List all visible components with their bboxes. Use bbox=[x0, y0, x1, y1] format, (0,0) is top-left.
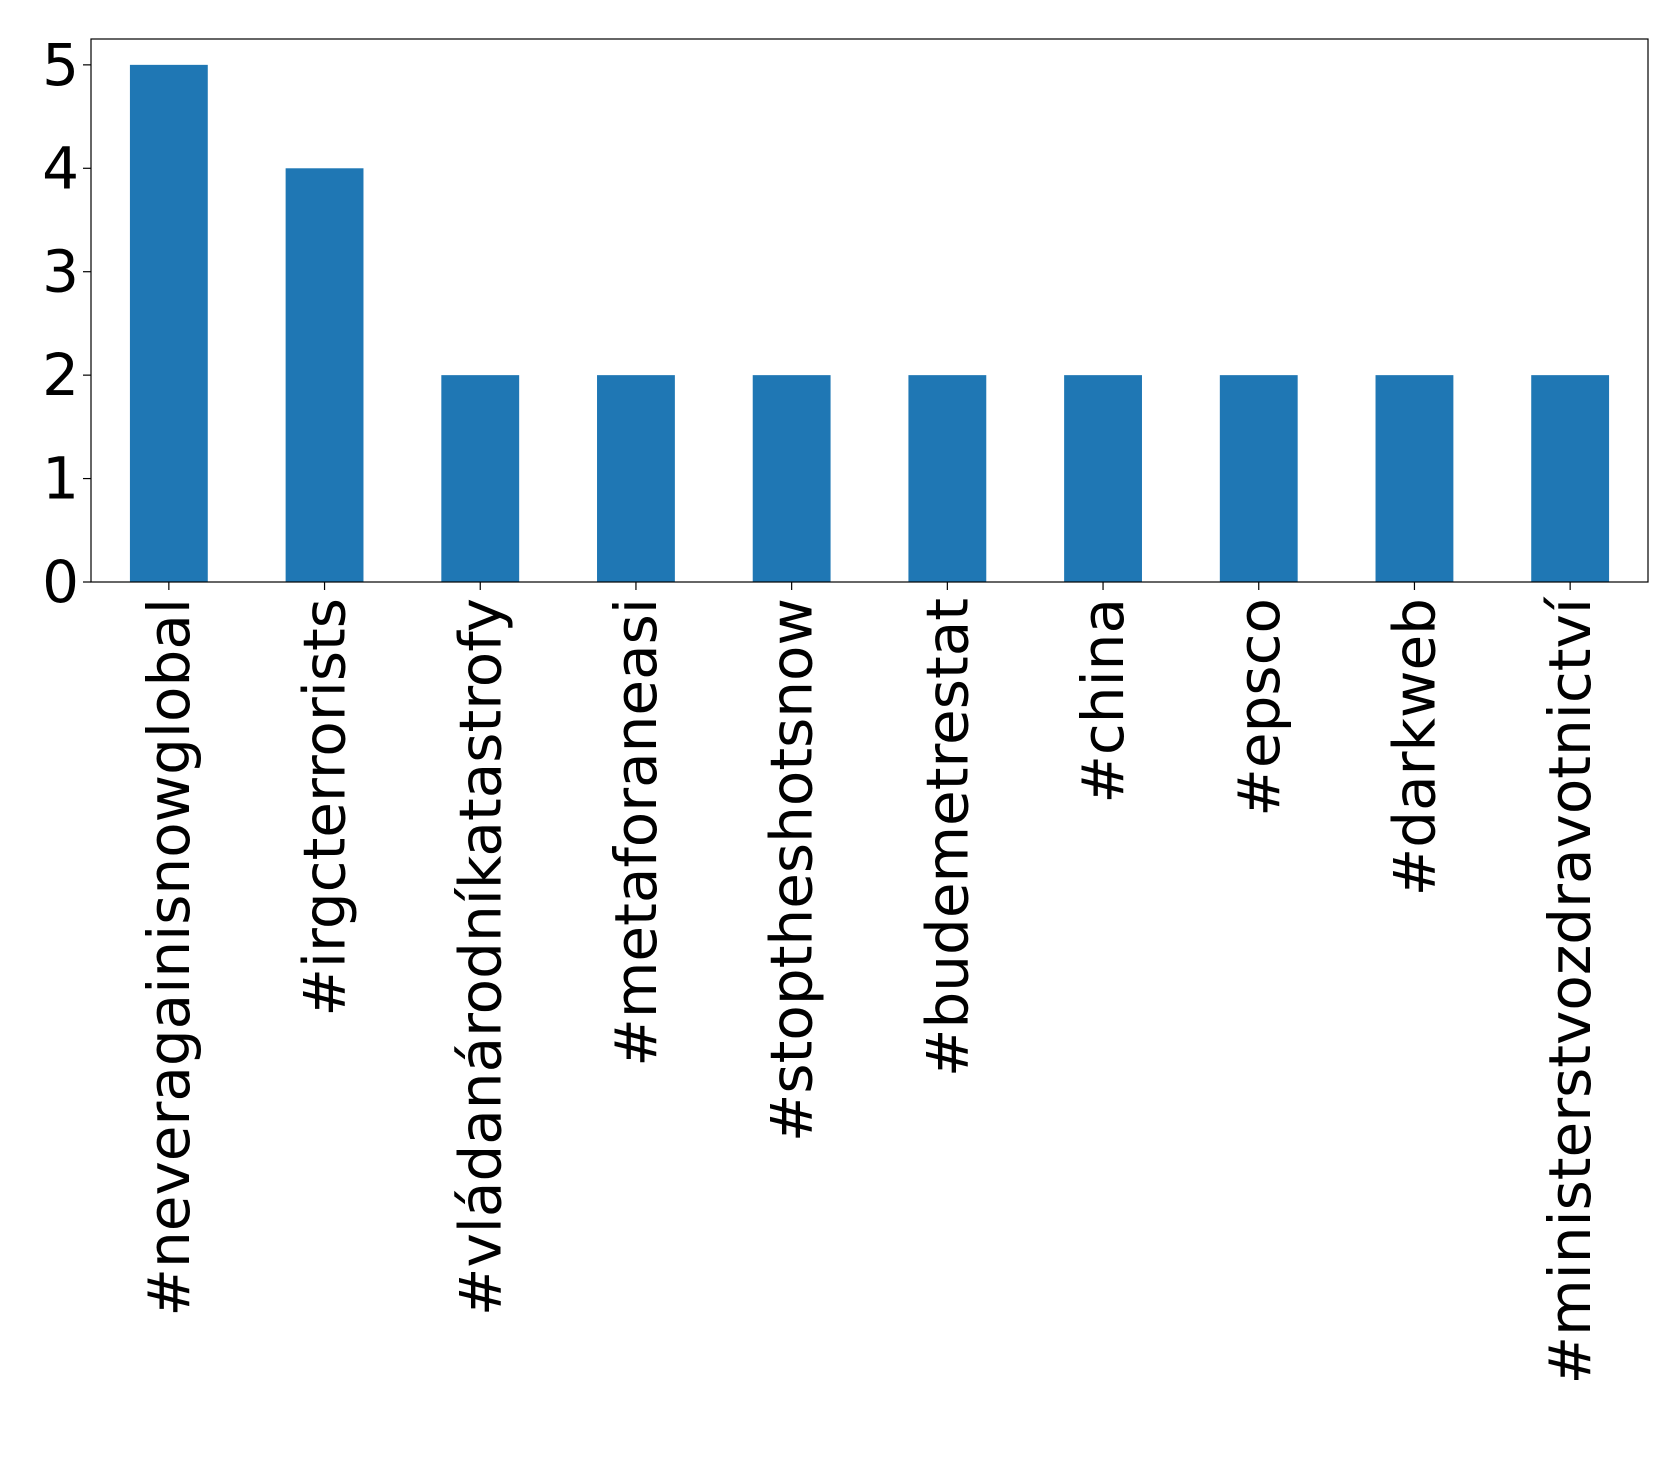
x-tick-label: #ministerstvozdravotnictví bbox=[1536, 596, 1604, 1384]
bar-5 bbox=[908, 375, 987, 582]
x-axis: #neveragainisnowglobal #irgcterrorists #vl… bbox=[135, 582, 1604, 1384]
bar-4 bbox=[752, 375, 831, 582]
x-tick-label: #vládanárodníkatastrofy bbox=[446, 598, 514, 1316]
bar-7 bbox=[1219, 375, 1298, 582]
x-tick-label: #stoptheshotsnow bbox=[758, 598, 826, 1142]
bar-8 bbox=[1375, 375, 1454, 582]
bars-layer bbox=[129, 64, 1610, 583]
x-tick-label: #china bbox=[1069, 598, 1137, 804]
y-tick-label: 4 bbox=[42, 134, 79, 202]
plot-area-frame bbox=[90, 38, 1649, 583]
x-tick-label: #neveragainisnowglobal bbox=[135, 598, 203, 1317]
x-tick-label: #metaforaneasi bbox=[602, 598, 670, 1067]
bar-9 bbox=[1531, 375, 1610, 582]
y-tick-label: 0 bbox=[42, 548, 79, 616]
y-tick-label: 1 bbox=[42, 445, 79, 513]
bar-1 bbox=[285, 168, 364, 583]
x-tick-label: #epsco bbox=[1225, 598, 1293, 817]
y-tick-label: 2 bbox=[42, 341, 79, 409]
x-tick-label: #darkweb bbox=[1380, 598, 1448, 896]
bar-3 bbox=[597, 375, 675, 582]
x-tick-label: #irgcterrorists bbox=[291, 598, 359, 1017]
y-tick-label: 3 bbox=[42, 238, 79, 306]
bar-2 bbox=[441, 375, 520, 582]
y-tick-label: 5 bbox=[42, 31, 79, 99]
x-tick-label: #budemetrestat bbox=[913, 598, 981, 1077]
bar-0 bbox=[129, 64, 208, 583]
bar-6 bbox=[1064, 375, 1142, 582]
y-axis: 0 1 2 3 4 5 bbox=[42, 31, 91, 616]
